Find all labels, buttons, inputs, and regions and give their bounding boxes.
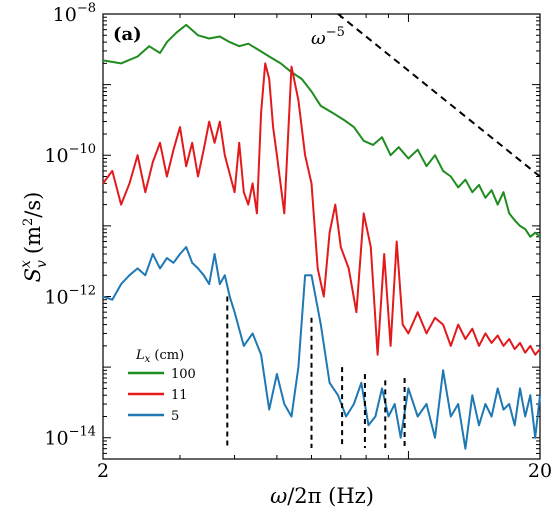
legend-label-5: 5 [171, 409, 179, 424]
y-tick-labels: 10−8 10−10 10−12 10−14 [44, 1, 96, 450]
x-minor-ticks [102, 14, 541, 459]
vertical-markers [226, 296, 406, 448]
x-tick-label: 2 [97, 460, 109, 482]
reference-slope: ω−5 [311, 13, 541, 178]
series-lines [102, 23, 541, 450]
panel-label: (a) [113, 24, 142, 45]
legend-title: Lx (cm) [135, 348, 184, 365]
y-axis-title: Svx(m2/s) [18, 192, 50, 283]
y-tick-label: 10−8 [53, 1, 96, 26]
y-tick-label: 10−14 [44, 425, 96, 450]
legend-label-11: 11 [171, 388, 188, 403]
reference-line [337, 13, 541, 178]
reference-label: ω−5 [311, 25, 345, 49]
y-tick-label: 10−12 [44, 283, 96, 308]
y-tick-label: 10−10 [44, 142, 96, 167]
series-line-100 [102, 23, 541, 238]
legend: Lx (cm) 100 11 5 [128, 348, 196, 424]
y-minor-ticks [103, 16, 540, 460]
x-tick-labels: 2 20 [97, 460, 552, 482]
legend-label-100: 100 [171, 367, 196, 382]
plot-frame [102, 13, 541, 460]
x-axis-title: ω/2π (Hz) [270, 484, 374, 508]
series-line-5 [102, 246, 541, 450]
x-tick-label: 20 [528, 460, 552, 482]
series-line-11 [102, 62, 541, 356]
